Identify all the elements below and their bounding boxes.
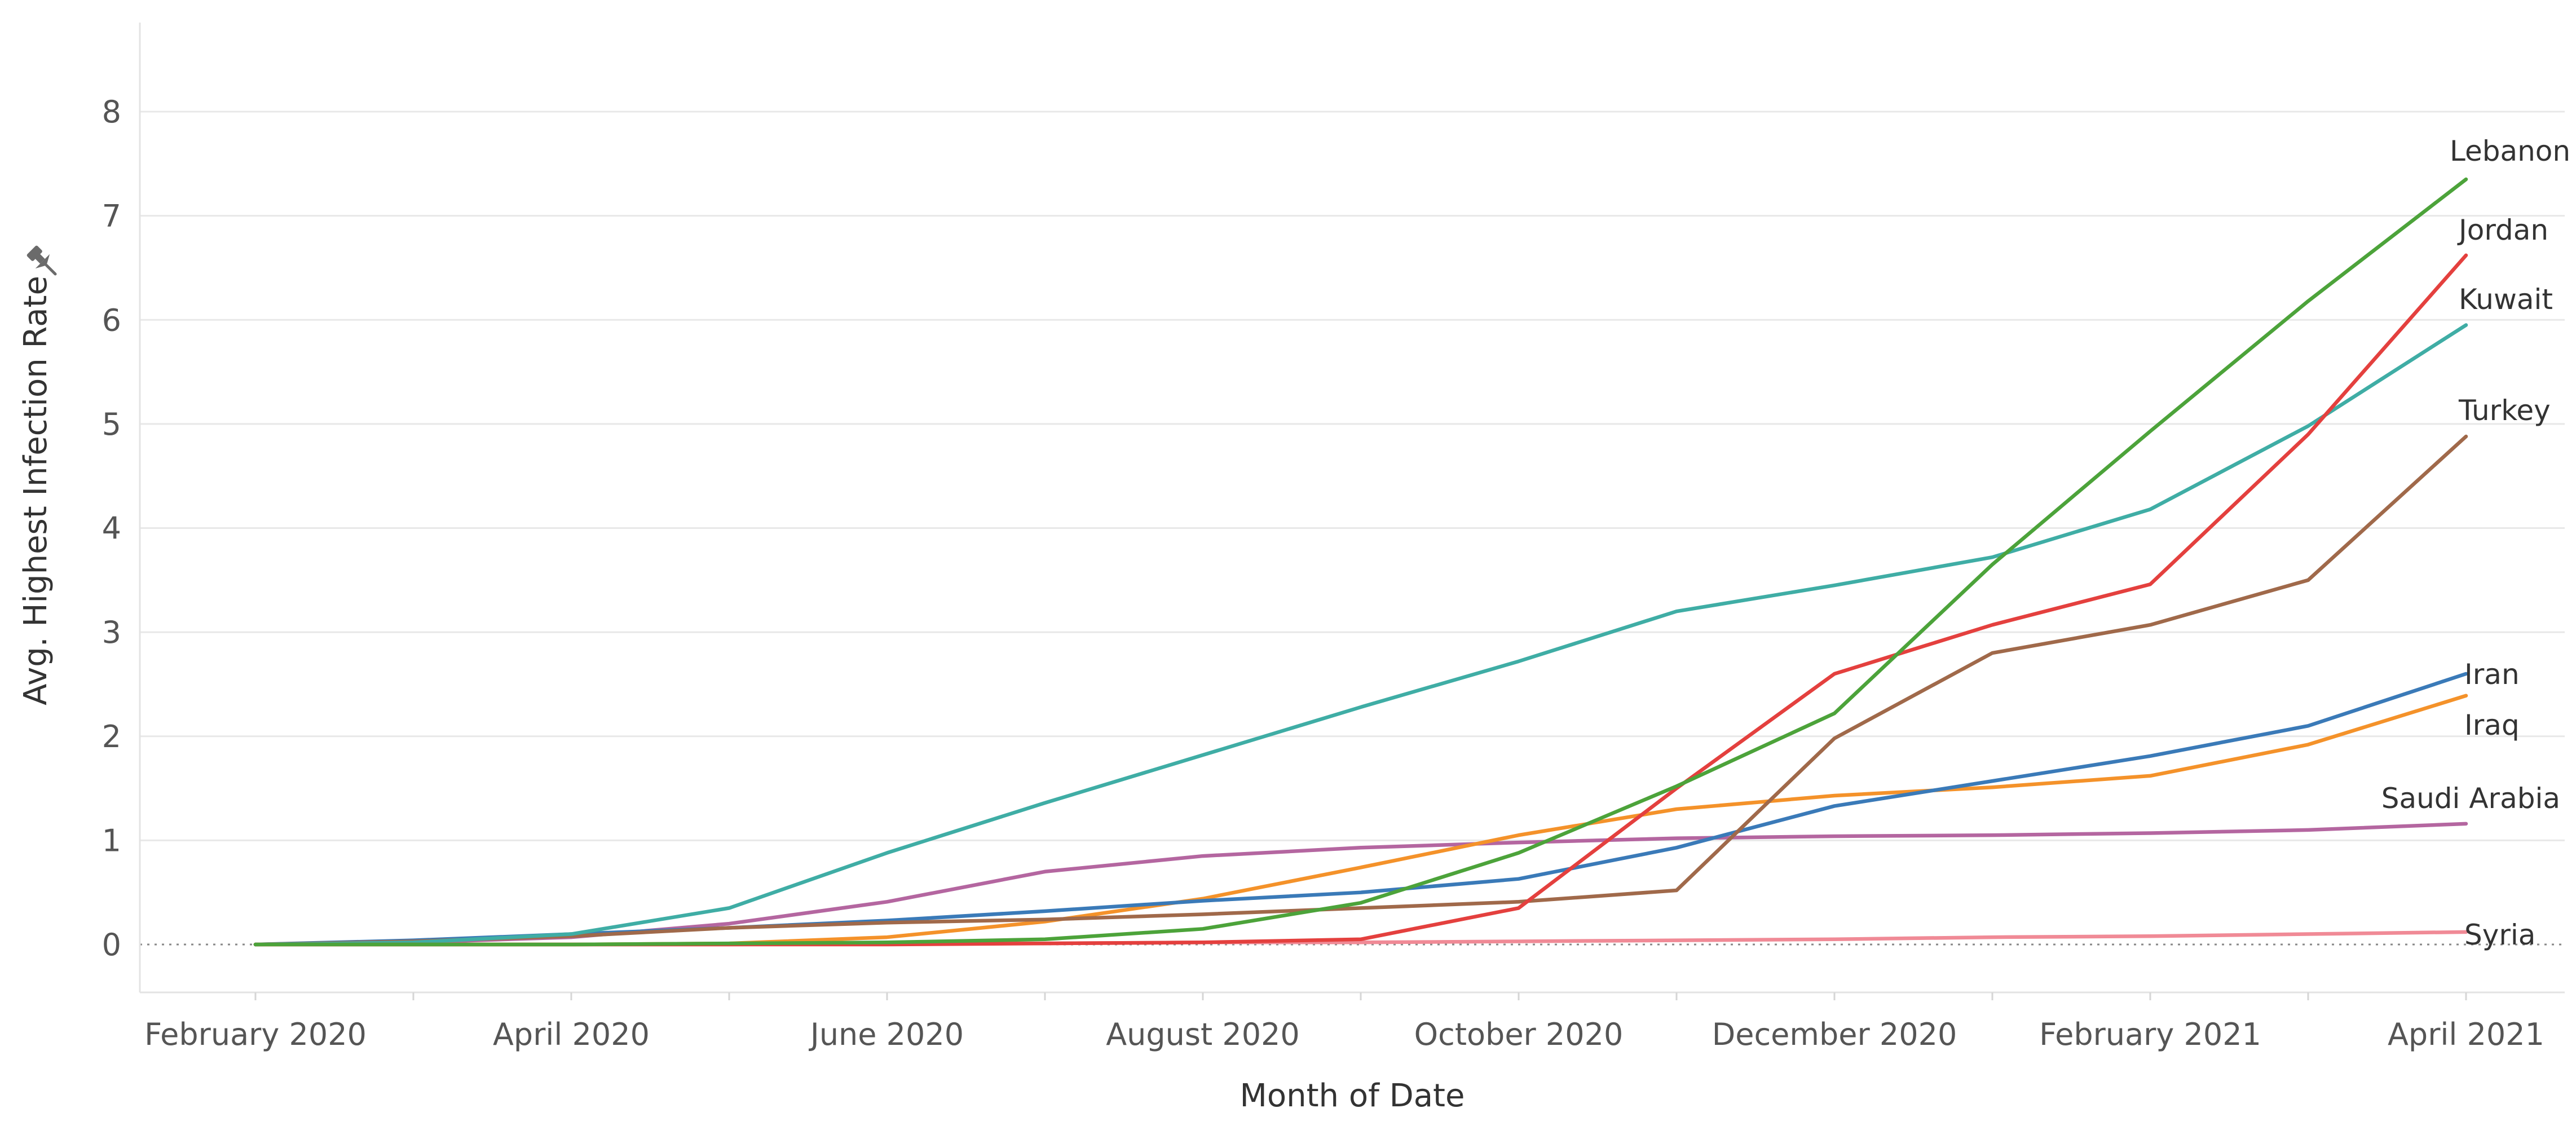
series-line-turkey[interactable]	[253, 434, 2468, 947]
pin-head	[27, 245, 42, 261]
series-label-lebanon: Lebanon	[2450, 135, 2570, 167]
x-tick-label: October 2020	[1414, 1017, 1624, 1052]
y-tick-label: 8	[102, 94, 121, 130]
pin-icon[interactable]	[24, 243, 63, 281]
gridlines	[140, 111, 2565, 946]
y-axis-title: Avg. Highest Infection Rate	[17, 276, 54, 705]
pin-body	[34, 253, 45, 264]
y-tick-label: 1	[102, 823, 121, 858]
x-tick-label: April 2021	[2388, 1017, 2544, 1052]
y-tick-label: 6	[102, 302, 121, 338]
axes: 0 1 2 3 4 5 6 7 8 February 2020 April 2020 June 202…	[102, 23, 2565, 1052]
series-label-syria: Syria	[2464, 919, 2535, 951]
x-tick-label: August 2020	[1106, 1017, 1300, 1052]
y-tick-label: 0	[102, 927, 121, 963]
x-tick-label: December 2020	[1712, 1017, 1957, 1052]
series-label-iran: Iran	[2464, 658, 2520, 691]
x-tick-label: February 2020	[144, 1017, 367, 1052]
series-lines	[253, 177, 2468, 947]
x-tick-label: June 2020	[809, 1017, 964, 1052]
y-tick-label: 2	[102, 719, 121, 754]
series-label-jordan: Jordan	[2457, 214, 2548, 246]
x-tick-label: February 2021	[2039, 1017, 2261, 1052]
series-label-kuwait: Kuwait	[2459, 283, 2553, 316]
series-label-saudi-arabia: Saudi Arabia	[2381, 782, 2560, 815]
series-labels: Lebanon Jordan Kuwait Turkey Iran Iraq Saudi A…	[2381, 135, 2570, 951]
y-tick-label: 7	[102, 198, 121, 234]
y-tick-label: 5	[102, 407, 121, 442]
series-label-turkey: Turkey	[2458, 394, 2551, 427]
x-axis-title: Month of Date	[1240, 1078, 1465, 1114]
series-label-iraq: Iraq	[2464, 709, 2520, 741]
series-line-saudi-arabia[interactable]	[253, 822, 2468, 947]
series-line-kuwait[interactable]	[253, 323, 2468, 947]
pin-needle	[45, 263, 57, 276]
y-tick-label: 4	[102, 511, 121, 546]
x-tick-label: April 2020	[493, 1017, 650, 1052]
y-tick-label: 3	[102, 615, 121, 650]
series-line-lebanon[interactable]	[253, 177, 2468, 947]
